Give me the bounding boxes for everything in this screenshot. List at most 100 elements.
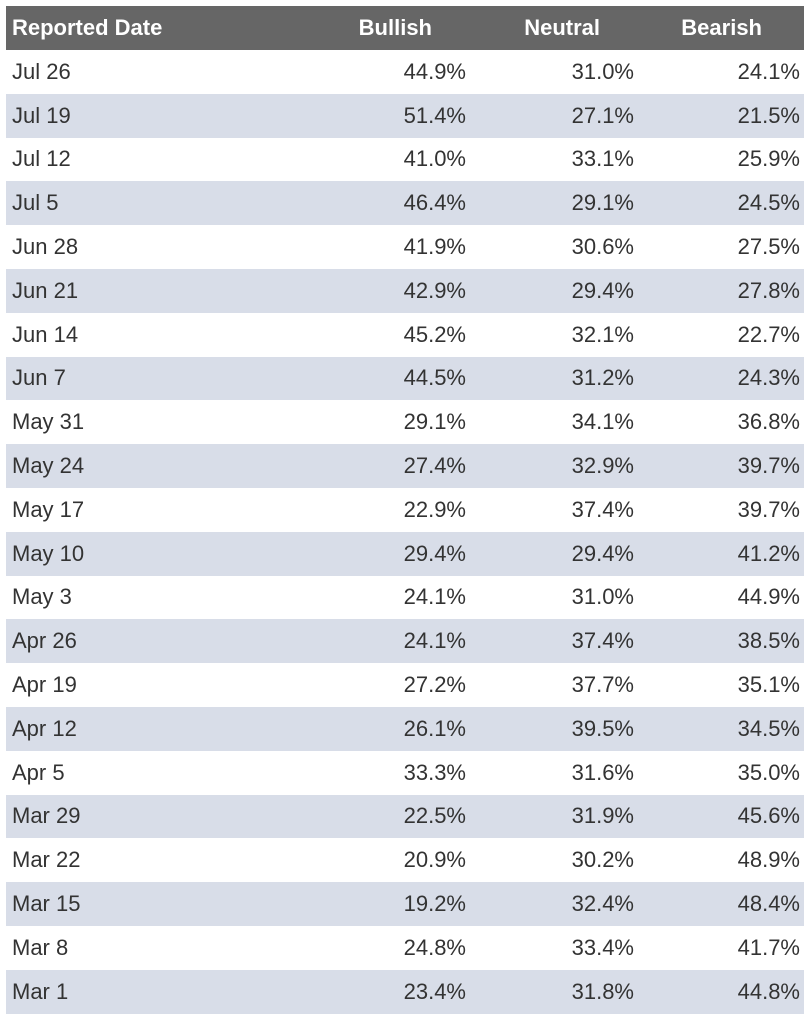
table-row: Jun 28 41.9% 30.6% 27.5% [6, 225, 804, 269]
cell-neutral: 34.1% [571, 409, 634, 435]
table-row: Apr 5 33.3% 31.6% 35.0% [6, 751, 804, 795]
cell-bullish: 27.2% [403, 672, 466, 698]
cell-bearish: 27.5% [737, 234, 800, 260]
cell-bearish: 24.3% [737, 365, 800, 391]
cell-neutral: 37.7% [571, 672, 634, 698]
cell-neutral: 37.4% [571, 496, 634, 522]
cell-reported-date: Jun 14 [12, 321, 79, 347]
cell-bullish: 29.1% [403, 409, 466, 435]
table-row: Jul 26 44.9% 31.0% 24.1% [6, 50, 804, 94]
table-row: Apr 19 27.2% 37.7% 35.1% [6, 663, 804, 707]
cell-reported-date: Mar 15 [12, 891, 81, 917]
table-row: Mar 29 22.5% 31.9% 45.6% [6, 794, 804, 839]
cell-reported-date: May 3 [12, 584, 72, 610]
cell-bearish: 41.7% [737, 934, 800, 960]
header-reported-date: Reported Date [12, 15, 163, 40]
cell-reported-date: Jul 19 [12, 102, 71, 128]
cell-reported-date: Jun 7 [12, 365, 66, 391]
table-row: Jul 12 41.0% 33.1% 25.9% [6, 138, 804, 182]
cell-bullish: 41.9% [403, 234, 466, 260]
table-row: Jun 21 42.9% 29.4% 27.8% [6, 268, 804, 313]
cell-neutral: 29.4% [571, 277, 634, 303]
cell-bearish: 41.2% [737, 540, 800, 566]
cell-neutral: 31.0% [571, 584, 634, 610]
cell-neutral: 33.1% [571, 146, 634, 172]
cell-reported-date: May 10 [12, 540, 85, 566]
cell-bullish: 20.9% [403, 847, 466, 873]
cell-bearish: 24.5% [737, 190, 800, 216]
table-row: Jun 14 45.2% 32.1% 22.7% [6, 313, 804, 357]
table-row: May 3 24.1% 31.0% 44.9% [6, 576, 804, 620]
cell-reported-date: Mar 8 [12, 934, 69, 960]
cell-neutral: 31.8% [571, 978, 634, 1004]
cell-bullish: 33.3% [403, 759, 466, 785]
cell-bullish: 44.5% [403, 365, 466, 391]
cell-bearish: 48.4% [737, 891, 800, 917]
table-row: Mar 15 19.2% 32.4% 48.4% [6, 882, 804, 926]
cell-reported-date: Apr 5 [12, 759, 65, 785]
cell-bearish: 45.6% [737, 803, 800, 829]
cell-neutral: 31.9% [571, 803, 634, 829]
cell-neutral: 33.4% [571, 934, 634, 960]
cell-neutral: 37.4% [571, 628, 634, 654]
cell-bearish: 24.1% [737, 58, 800, 84]
cell-bearish: 35.0% [737, 759, 800, 785]
cell-reported-date: Mar 29 [12, 803, 81, 829]
cell-neutral: 30.2% [571, 847, 634, 873]
cell-reported-date: Jul 12 [12, 146, 71, 172]
table-row: May 17 22.9% 37.4% 39.7% [6, 488, 804, 532]
cell-reported-date: Mar 1 [12, 978, 69, 1004]
cell-bullish: 46.4% [403, 190, 466, 216]
cell-reported-date: Jul 5 [12, 190, 59, 216]
cell-bearish: 27.8% [737, 277, 800, 303]
table-body: Jul 26 44.9% 31.0% 24.1% Jul 19 51.4% 27.1% 21.… [6, 50, 804, 1014]
cell-bearish: 39.7% [737, 496, 800, 522]
cell-bullish: 22.9% [403, 496, 466, 522]
cell-bullish: 42.9% [403, 277, 466, 303]
table-row: Jun 7 44.5% 31.2% 24.3% [6, 356, 804, 401]
table-row: Mar 1 23.4% 31.8% 44.8% [6, 969, 804, 1014]
table-row: May 24 27.4% 32.9% 39.7% [6, 444, 804, 488]
cell-neutral: 32.4% [571, 891, 634, 917]
cell-reported-date: Mar 22 [12, 847, 81, 873]
cell-neutral: 27.1% [571, 102, 634, 128]
table-row: Apr 12 26.1% 39.5% 34.5% [6, 706, 804, 751]
cell-bearish: 25.9% [737, 146, 800, 172]
cell-reported-date: Jun 21 [12, 277, 79, 303]
cell-neutral: 31.0% [571, 58, 634, 84]
cell-reported-date: Apr 19 [12, 672, 77, 698]
cell-bullish: 29.4% [403, 540, 466, 566]
cell-neutral: 32.1% [571, 321, 634, 347]
header-bullish: Bullish [358, 15, 432, 40]
table-row: Mar 22 20.9% 30.2% 48.9% [6, 838, 804, 882]
cell-bearish: 39.7% [737, 453, 800, 479]
cell-bearish: 36.8% [737, 409, 800, 435]
cell-bullish: 22.5% [403, 803, 466, 829]
header-neutral: Neutral [524, 15, 600, 40]
sentiment-table-container: Reported Date Bullish Neutral Bearish Ju… [6, 6, 804, 1014]
cell-neutral: 32.9% [571, 453, 634, 479]
cell-reported-date: May 31 [12, 409, 85, 435]
cell-neutral: 29.4% [571, 540, 634, 566]
table-row: May 31 29.1% 34.1% 36.8% [6, 400, 804, 444]
cell-bearish: 44.9% [737, 584, 800, 610]
cell-reported-date: Apr 12 [12, 715, 77, 741]
cell-reported-date: Jun 28 [12, 234, 79, 260]
cell-bullish: 44.9% [403, 58, 466, 84]
cell-bullish: 51.4% [403, 102, 466, 128]
table-row: Mar 8 24.8% 33.4% 41.7% [6, 926, 804, 970]
cell-reported-date: May 17 [12, 496, 85, 522]
cell-neutral: 29.1% [571, 190, 634, 216]
cell-bearish: 38.5% [737, 628, 800, 654]
cell-reported-date: Jul 26 [12, 58, 71, 84]
cell-bearish: 34.5% [737, 715, 800, 741]
cell-bearish: 22.7% [737, 321, 800, 347]
cell-bearish: 48.9% [737, 847, 800, 873]
cell-bullish: 24.1% [403, 628, 466, 654]
table-row: Jul 5 46.4% 29.1% 24.5% [6, 181, 804, 226]
table-row: Apr 26 24.1% 37.4% 38.5% [6, 619, 804, 664]
cell-neutral: 31.6% [571, 759, 634, 785]
table-row: May 10 29.4% 29.4% 41.2% [6, 531, 804, 576]
cell-neutral: 31.2% [571, 365, 634, 391]
cell-bullish: 27.4% [403, 453, 466, 479]
